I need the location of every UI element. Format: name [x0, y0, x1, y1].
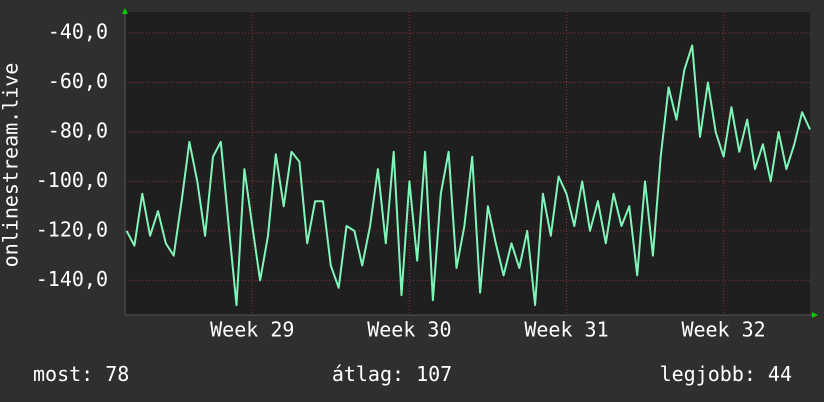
stat-value: 107: [416, 362, 452, 386]
stat-value: 44: [768, 362, 792, 386]
stat: most: 78: [33, 362, 129, 386]
x-tick-label: Week 31: [524, 318, 608, 342]
x-tick-label: Week 30: [367, 318, 451, 342]
stat-label: legjobb:: [660, 362, 756, 386]
stat-value: 78: [105, 362, 129, 386]
stat: legjobb: 44: [660, 362, 792, 386]
y-tick-label: -60,0: [48, 69, 108, 93]
stat-label: átlag:: [332, 362, 404, 386]
y-tick-label: -120,0: [36, 217, 108, 241]
plot-area: [125, 12, 810, 315]
y-axis-title: onlinestream.live: [0, 63, 23, 268]
stat: átlag: 107: [332, 362, 452, 386]
axis-arrow: [122, 8, 128, 14]
y-tick-label: -100,0: [36, 168, 108, 192]
x-tick-label: Week 32: [681, 318, 765, 342]
y-tick-label: -140,0: [36, 267, 108, 291]
y-tick-label: -80,0: [48, 118, 108, 142]
data-line: [125, 44, 811, 307]
x-tick-label: Week 29: [210, 318, 294, 342]
y-tick-label: -40,0: [48, 20, 108, 44]
stat-label: most:: [33, 362, 93, 386]
axis-arrow: [812, 312, 818, 318]
